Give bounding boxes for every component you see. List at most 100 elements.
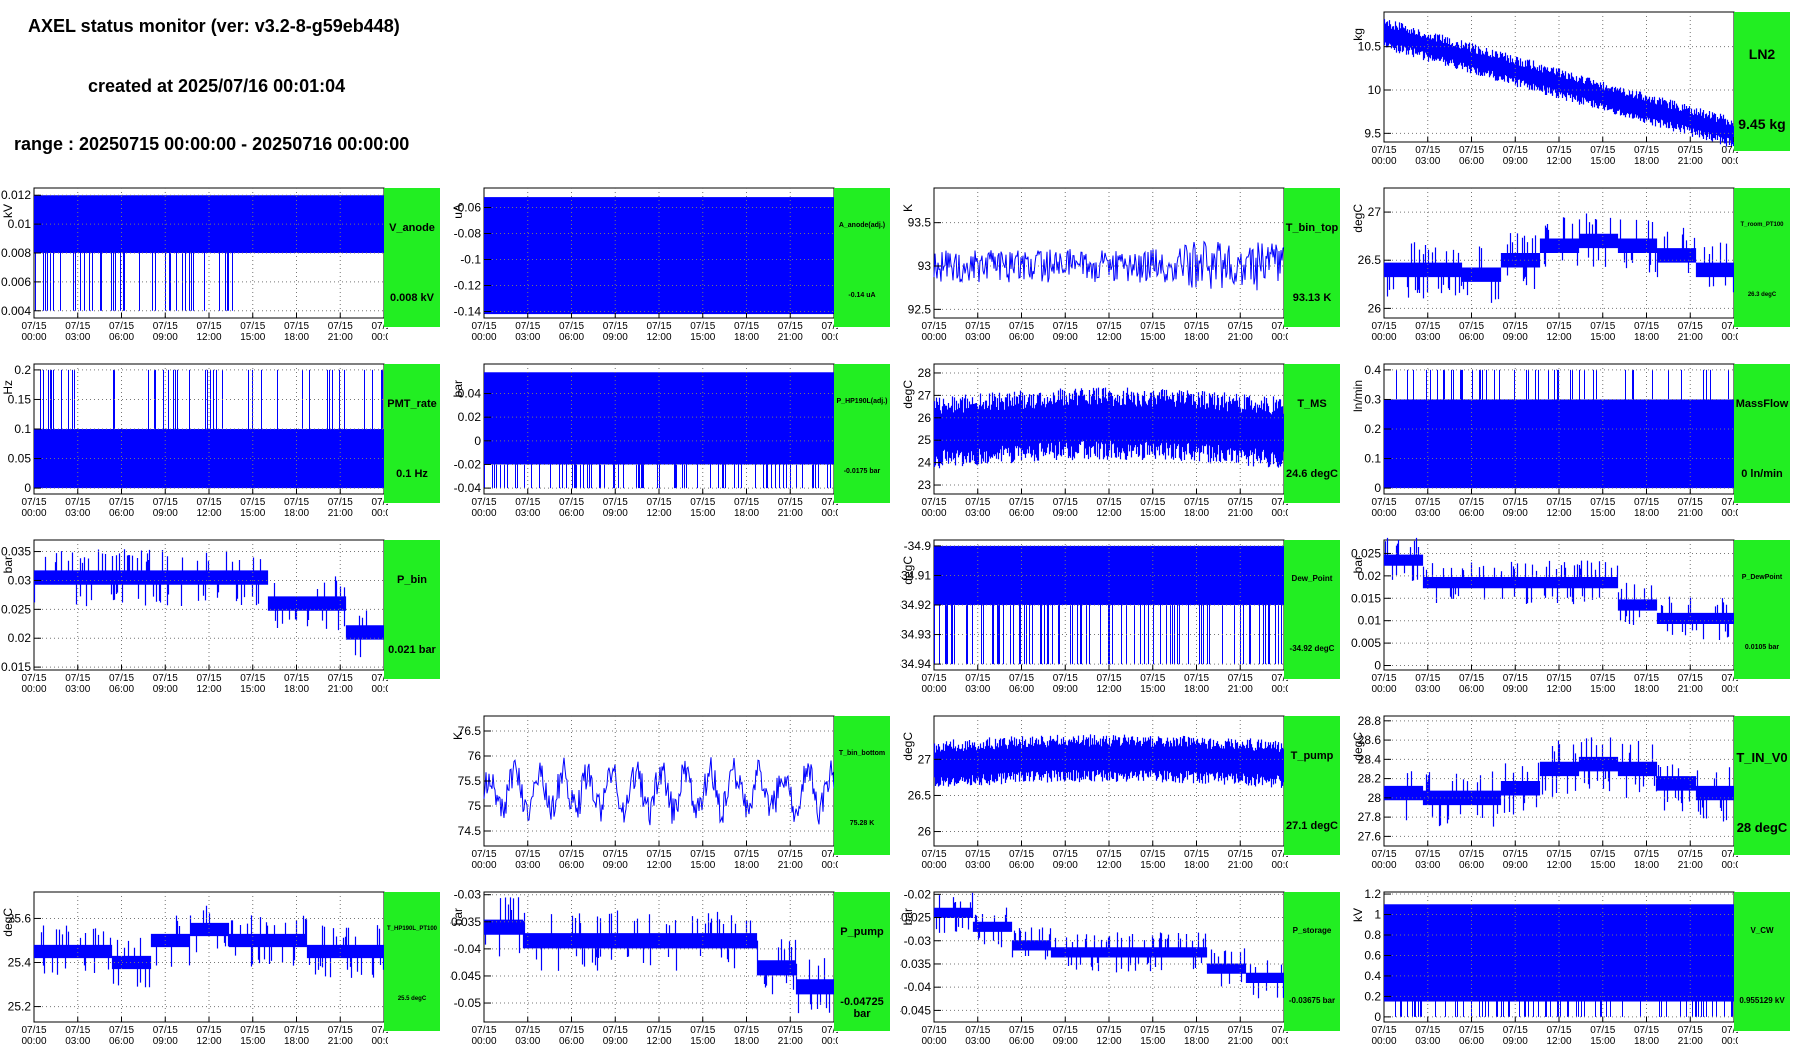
status-box: Dew_Point -34.92 degC — [1284, 540, 1340, 679]
x-tick-time: 00:00 — [21, 332, 46, 343]
x-tick-time: 21:00 — [1228, 684, 1253, 695]
x-tick-date: 07/15 — [1459, 673, 1484, 684]
x-tick-time: 06:00 — [1009, 332, 1034, 343]
x-tick-time: 00:00 — [1371, 508, 1396, 519]
y-tick-label: 0.3 — [1364, 392, 1381, 406]
y-tick-label: -0.02 — [904, 887, 932, 901]
y-tick-label: -0.035 — [450, 915, 481, 929]
y-tick-label: 92.5 — [908, 302, 932, 316]
x-tick-time: 12:00 — [1096, 508, 1121, 519]
x-tick-time: 12:00 — [1546, 508, 1571, 519]
chart-p-storage: -0.045 -0.04 -0.035 -0.03 -0.025 -0.02 bar 07/1… — [900, 887, 1288, 1047]
x-tick-time: 21:00 — [1678, 332, 1703, 343]
y-tick-label: 27 — [918, 388, 932, 402]
x-tick-time: 12:00 — [646, 508, 671, 519]
x-tick-date: 07/15 — [1678, 673, 1703, 684]
x-tick-time: 09:00 — [1053, 508, 1078, 519]
channel-value: 0.008 kV — [389, 292, 435, 304]
channel-name: P_HP190L(adj.) — [836, 398, 888, 405]
x-tick-time: 06:00 — [559, 860, 584, 871]
y-tick-label: 0.005 — [1351, 636, 1381, 650]
x-tick-date: 07/15 — [778, 849, 803, 860]
x-tick-date: 07/15 — [1371, 849, 1396, 860]
x-tick-date: 07/15 — [1415, 321, 1440, 332]
data-trace — [933, 734, 1285, 788]
y-tick-label: 0.04 — [458, 387, 482, 401]
y-axis-label: degC — [901, 380, 915, 409]
status-box: PMT_rate 0.1 Hz — [384, 364, 440, 503]
y-tick-label: 0.05 — [8, 452, 32, 466]
x-tick-time: 12:00 — [196, 508, 221, 519]
time-range: range : 20250715 00:00:00 - 20250716 00:… — [14, 134, 410, 154]
y-tick-label: 0.004 — [1, 304, 31, 318]
x-tick-time: 03:00 — [65, 508, 90, 519]
x-tick-time: 12:00 — [196, 684, 221, 695]
x-tick-time: 18:00 — [1634, 1036, 1659, 1047]
grid-lines — [484, 892, 834, 1022]
x-tick-date: 07/15 — [1053, 849, 1078, 860]
x-tick-time: 18:00 — [1634, 860, 1659, 871]
chart-p-hp190l: -0.04-0.0200.020.04bar07/1500:0007/1503:… — [451, 363, 838, 519]
x-tick-date: 07/15 — [1009, 321, 1034, 332]
x-tick-date: 07/15 — [603, 1025, 628, 1036]
x-tick-time: 00:00 — [371, 684, 388, 695]
x-tick-time: 03:00 — [515, 860, 540, 871]
channel-name: LN2 — [1748, 46, 1776, 62]
x-tick-time: 00:00 — [1371, 156, 1396, 167]
x-tick-time: 18:00 — [734, 1036, 759, 1047]
x-tick-date: 07/16 — [371, 497, 388, 508]
x-tick-time: 00:00 — [1721, 156, 1738, 167]
x-tick-date: 07/15 — [1590, 673, 1615, 684]
x-tick-date: 07/15 — [328, 497, 353, 508]
y-tick-label: 25.2 — [8, 1000, 32, 1014]
x-tick-time: 06:00 — [1459, 684, 1484, 695]
x-tick-date: 07/15 — [965, 321, 990, 332]
x-tick-time: 00:00 — [371, 332, 388, 343]
x-tick-date: 07/16 — [1721, 1025, 1738, 1036]
x-tick-date: 07/15 — [471, 1025, 496, 1036]
x-tick-date: 07/15 — [1415, 849, 1440, 860]
x-tick-time: 00:00 — [821, 332, 838, 343]
x-tick-time: 18:00 — [734, 332, 759, 343]
x-tick-date: 07/15 — [153, 321, 178, 332]
x-tick-time: 18:00 — [1634, 332, 1659, 343]
y-tick-label: 0.2 — [14, 363, 31, 377]
channel-value: 28 degC — [1736, 820, 1788, 835]
panel-t-pump: 26 26.5 27 degC 07/15 00:00 07/15 03:00 07/15 06:… — [900, 710, 1340, 885]
y-axis-label: kg — [1351, 28, 1365, 41]
y-tick-label: 0.025 — [1351, 546, 1381, 560]
x-tick-time: 06:00 — [1009, 508, 1034, 519]
grid-lines — [934, 716, 1284, 846]
data-trace — [933, 387, 1285, 469]
x-tick-date: 07/15 — [1634, 673, 1659, 684]
x-tick-time: 00:00 — [921, 332, 946, 343]
channel-value: 0.021 bar — [388, 644, 436, 656]
x-tick-date: 07/16 — [371, 1025, 388, 1036]
x-tick-time: 00:00 — [471, 332, 496, 343]
x-tick-time: 18:00 — [284, 684, 309, 695]
status-box: A_anode(adj.) -0.14 uA — [834, 188, 890, 327]
x-tick-date: 07/15 — [1184, 673, 1209, 684]
y-axis-label: kV — [1, 204, 15, 218]
x-tick-time: 03:00 — [1415, 508, 1440, 519]
channel-value: 0.955129 kV — [1739, 996, 1785, 1005]
x-tick-time: 12:00 — [196, 1036, 221, 1047]
x-tick-time: 21:00 — [1678, 1036, 1703, 1047]
x-tick-date: 07/15 — [21, 321, 46, 332]
x-tick-time: 12:00 — [1546, 1036, 1571, 1047]
y-tick-label: 25.6 — [8, 911, 32, 925]
x-tick-date: 07/15 — [1371, 1025, 1396, 1036]
chart-massflow: 00.10.20.30.4ln/min07/1500:0007/1503:000… — [1351, 363, 1738, 519]
x-tick-date: 07/15 — [1228, 497, 1253, 508]
x-tick-time: 00:00 — [471, 508, 496, 519]
x-tick-date: 07/16 — [821, 849, 838, 860]
y-tick-label: 1.2 — [1364, 887, 1381, 901]
y-axis-label: degC — [1351, 204, 1365, 233]
x-tick-time: 15:00 — [690, 508, 715, 519]
x-tick-date: 07/15 — [1678, 1025, 1703, 1036]
x-tick-time: 15:00 — [1140, 332, 1165, 343]
x-tick-date: 07/15 — [1503, 849, 1528, 860]
y-tick-label: -0.05 — [454, 996, 482, 1010]
channel-name: P_DewPoint — [1741, 574, 1783, 581]
status-box: V_anode 0.008 kV — [384, 188, 440, 327]
